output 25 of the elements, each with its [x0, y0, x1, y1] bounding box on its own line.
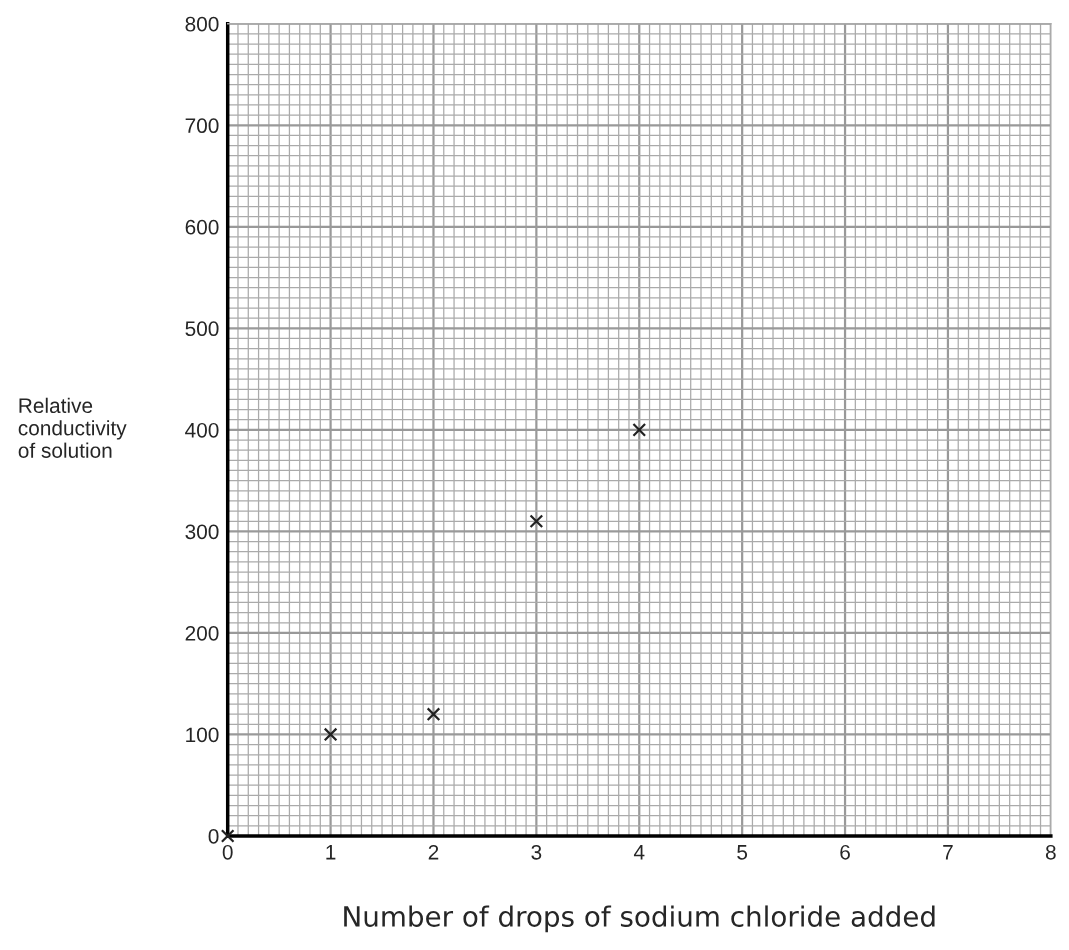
x-tick-label: 1: [326, 845, 336, 860]
point: [632, 422, 647, 437]
point: [323, 727, 338, 742]
point: [220, 829, 235, 843]
x-tick-label: 7: [943, 845, 953, 860]
y-tick-label: 400: [185, 422, 219, 438]
x-tick-label: 4: [633, 845, 645, 860]
y-axis-title: Relative conductivity of solution: [18, 397, 127, 458]
y-tick-label: 0: [208, 829, 219, 844]
x-tick-label: 2: [428, 844, 439, 860]
x-axis-title: Number of drops of sodium chloride added: [344, 905, 935, 933]
x-tick-label: 3: [531, 844, 542, 860]
x-tick-label: 6: [840, 844, 850, 860]
y-tick-label: 600: [185, 219, 219, 235]
y-tick-label: 100: [186, 727, 219, 743]
y-tick-label: 200: [185, 625, 219, 641]
y-tick-label: 300: [185, 524, 219, 540]
point: [529, 514, 544, 529]
point: [426, 707, 441, 722]
y-tick-label: 800: [185, 16, 219, 32]
y-tick-label: 500: [185, 321, 219, 337]
x-tick-label: 8: [1045, 844, 1056, 860]
y-tick-label: 700: [185, 118, 219, 134]
x-tick-label: 0: [222, 844, 233, 860]
x-tick-label: 5: [737, 845, 748, 860]
